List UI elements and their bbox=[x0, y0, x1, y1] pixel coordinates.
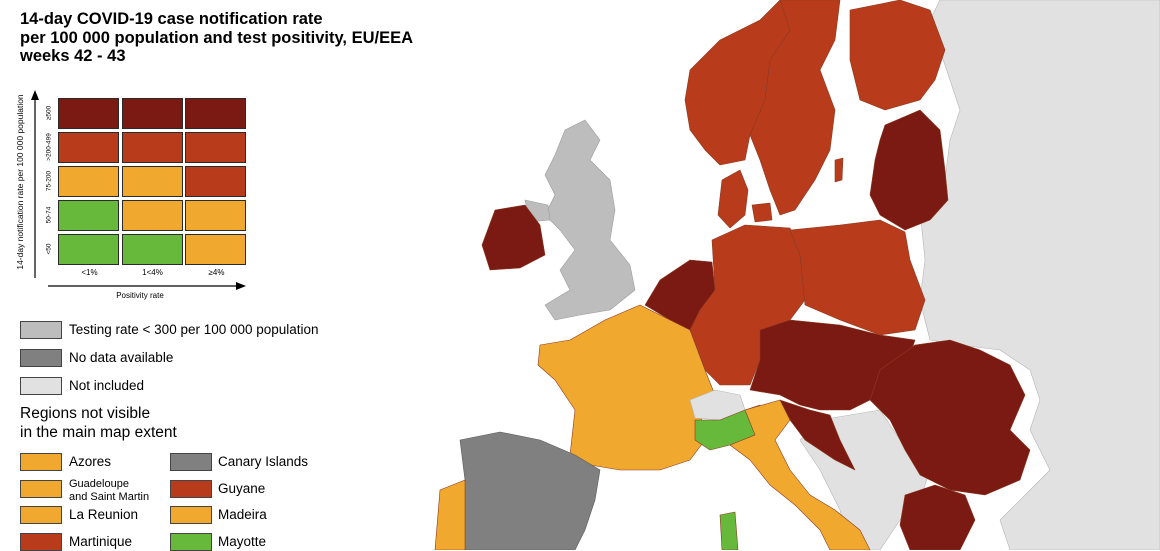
region-label-mayotte: Mayotte bbox=[218, 533, 267, 549]
region-swatch-canary-islands bbox=[170, 453, 212, 471]
region-gotland bbox=[834, 157, 844, 183]
matrix-cell-r1-c3 bbox=[185, 98, 246, 129]
regions-title-line-2: in the main map extent bbox=[20, 424, 177, 441]
region-swatch-martinique bbox=[20, 532, 62, 551]
region-finland bbox=[849, 0, 946, 111]
matrix-y-tick-4: 50-74 bbox=[45, 206, 53, 224]
matrix-x-tick-1: <1% bbox=[81, 268, 98, 277]
region-swatch-madeira bbox=[170, 506, 212, 524]
matrix-cell-r5-c1 bbox=[58, 234, 119, 265]
matrix-axes bbox=[31, 90, 246, 290]
region-italy bbox=[729, 399, 871, 550]
matrix-x-axis-label: Positivity rate bbox=[116, 291, 164, 300]
matrix-cell-r4-c3 bbox=[185, 200, 246, 231]
region-swatch-mayotte bbox=[170, 532, 212, 551]
regions-title: Regions not visible in the main map exte… bbox=[20, 404, 177, 442]
regions-title-line-1: Regions not visible bbox=[20, 405, 151, 422]
region-portugal bbox=[434, 479, 466, 550]
legend-swatch-testing bbox=[20, 321, 62, 339]
legend-label-no-data: No data available bbox=[69, 350, 174, 365]
legend-label-not-included: Not included bbox=[69, 378, 145, 393]
map-title: 14-day COVID-19 case notification rate p… bbox=[20, 10, 413, 66]
region-sweden bbox=[749, 0, 841, 216]
matrix-y-tick-5: <50 bbox=[45, 243, 53, 255]
matrix-y-tick-1: ≥500 bbox=[45, 105, 53, 121]
region-label-guyane: Guyane bbox=[218, 480, 266, 496]
region-swatch-azores bbox=[20, 453, 62, 471]
matrix-cell-r2-c3 bbox=[185, 132, 246, 163]
region-swatch-guyane bbox=[170, 479, 212, 498]
matrix-cell-r4-c1 bbox=[58, 200, 119, 231]
region-denmark-isl bbox=[751, 202, 773, 223]
region-uk bbox=[544, 119, 636, 321]
region-sardinia bbox=[719, 511, 739, 550]
title-line-1: 14-day COVID-19 case notification rate bbox=[20, 10, 323, 28]
matrix-cell-r4-c2 bbox=[121, 200, 183, 231]
matrix-x-tick-3: ≥4% bbox=[208, 268, 225, 277]
matrix-cell-r5-c3 bbox=[185, 234, 246, 265]
region-label-madeira: Madeira bbox=[218, 507, 267, 522]
legend-label-testing: Testing rate < 300 per 100 000 populatio… bbox=[69, 322, 319, 337]
region-label-martinique: Martinique bbox=[69, 533, 133, 549]
region-swatch-la-reunion bbox=[20, 506, 62, 524]
region-czechia-slovakia-hungary-austria bbox=[749, 319, 916, 411]
region-label-azores: Azores bbox=[69, 454, 112, 469]
matrix-y-tick-2: >200-499 bbox=[45, 133, 53, 161]
region-swatch-guadeloupe bbox=[20, 479, 62, 498]
title-line-2: per 100 000 population and test positivi… bbox=[20, 28, 414, 47]
title-line-3: weeks 42 - 43 bbox=[20, 47, 126, 65]
matrix-cell-r3-c1 bbox=[58, 166, 119, 197]
region-france bbox=[537, 304, 716, 471]
region-estonia-latvia-lithuania bbox=[869, 109, 949, 231]
legend-swatch-no-data bbox=[20, 349, 62, 367]
matrix-y-tick-3: 75-200 bbox=[45, 170, 53, 192]
region-croatia-slovenia bbox=[779, 399, 856, 471]
region-label-guadeloupe: Guadeloupe and Saint Martin bbox=[69, 477, 150, 503]
matrix-cell-r1-c2 bbox=[121, 98, 183, 129]
region-poland bbox=[789, 219, 926, 336]
matrix-cell-r3-c2 bbox=[121, 166, 183, 197]
region-label-canary-islands: Canary Islands bbox=[218, 454, 309, 469]
region-romania-bulgaria bbox=[869, 339, 1031, 496]
region-greece bbox=[899, 484, 976, 550]
matrix-x-tick-2: 1<4% bbox=[142, 268, 163, 277]
region-label-la-reunion: La Reunion bbox=[69, 507, 139, 522]
matrix-cell-r2-c1 bbox=[58, 132, 119, 163]
region-ireland bbox=[481, 204, 546, 271]
region-russia-belarus-east bbox=[919, 0, 1160, 550]
matrix-cell-r2-c2 bbox=[121, 132, 183, 163]
legend-swatch-not-included bbox=[20, 377, 62, 395]
matrix-cell-r3-c3 bbox=[185, 166, 246, 197]
matrix-cell-r5-c2 bbox=[121, 234, 183, 265]
matrix-cell-r1-c1 bbox=[58, 98, 119, 129]
region-denmark bbox=[717, 169, 749, 229]
